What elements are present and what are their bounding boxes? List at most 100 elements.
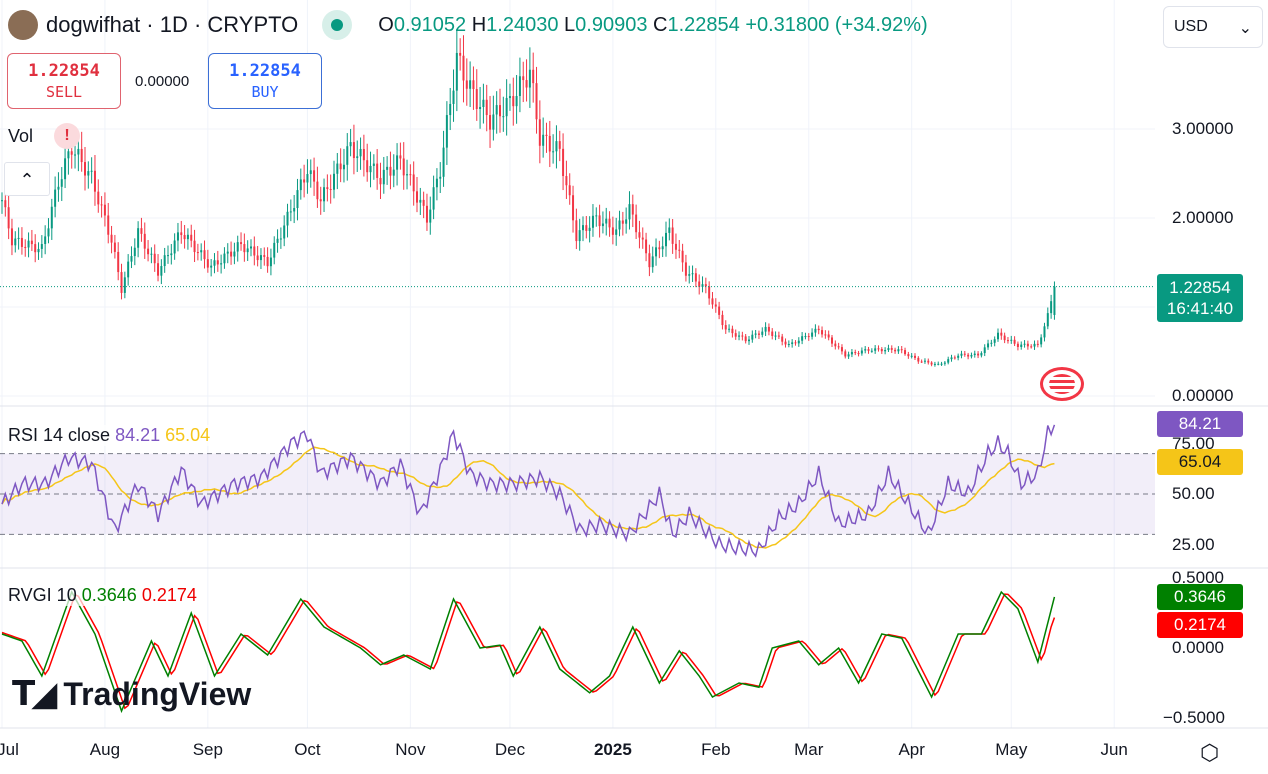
buy-button[interactable]: 1.22854 BUY [208, 53, 322, 109]
candle-body [977, 353, 980, 356]
candle-body [170, 253, 173, 256]
candle-body [724, 325, 727, 330]
candle-body [608, 218, 611, 228]
candle-body [399, 155, 402, 159]
candle-body [236, 242, 239, 252]
candle-body [990, 342, 993, 344]
candle-body [628, 204, 631, 220]
spread-value: 0.00000 [135, 73, 190, 90]
candle-body [419, 199, 422, 203]
candle-body [757, 333, 760, 335]
candle-body [489, 115, 492, 130]
candle-body [887, 348, 890, 351]
candle-body [864, 349, 867, 351]
price-tick: 2.00000 [1172, 208, 1234, 227]
candle-body [545, 134, 548, 136]
candle-body [143, 233, 146, 249]
candle-body [831, 337, 833, 344]
candle-body [336, 163, 339, 174]
candle-body [738, 335, 741, 337]
candle-body [435, 178, 438, 188]
candle-body [867, 349, 870, 351]
candle-body [30, 240, 33, 245]
candle-body [784, 341, 787, 345]
candle-body [980, 353, 983, 356]
candle-body [601, 223, 604, 227]
candle-body [734, 333, 737, 337]
price-tick: 3.00000 [1172, 119, 1234, 138]
candle-body [24, 246, 27, 248]
market-status-icon[interactable] [322, 10, 353, 40]
rsi-line [1, 424, 1056, 558]
candle-body [429, 209, 432, 223]
candle-body [694, 273, 697, 282]
candle-body [943, 362, 946, 364]
candle-body [289, 211, 292, 213]
candle-body [113, 242, 116, 252]
candle-body [811, 332, 814, 337]
candle-body [721, 314, 724, 326]
candle-body [329, 189, 332, 191]
symbol-title[interactable]: dogwifhat · 1D · CRYPTO [46, 12, 299, 37]
sell-button[interactable]: 1.22854 SELL [7, 53, 121, 109]
settings-icon[interactable]: ⬡ [1200, 740, 1220, 765]
candle-body [532, 69, 535, 84]
candle-body [641, 237, 644, 240]
candle-body [372, 163, 375, 166]
rsi-ma-tag: 65.04 [1157, 449, 1243, 475]
candle-body [432, 187, 435, 210]
candle-body [648, 253, 651, 268]
warning-icon[interactable]: ! [54, 123, 80, 149]
collapse-button[interactable]: ⌃ [4, 162, 50, 196]
us-flag-event-icon[interactable] [1040, 367, 1084, 401]
candle-body [406, 174, 409, 176]
candle-body [10, 228, 13, 246]
candle-body [283, 225, 286, 239]
candle-body [850, 352, 853, 355]
candle-body [953, 357, 956, 359]
candle-body [190, 234, 193, 241]
candle-body [960, 353, 963, 356]
candle-body [914, 355, 916, 358]
candle-body [684, 262, 687, 276]
candle-body [210, 265, 213, 268]
candle-body [625, 219, 628, 224]
candle-body [585, 225, 588, 231]
time-axis-tick: Feb [701, 740, 731, 759]
candle-body [200, 250, 203, 253]
candle-body [153, 253, 156, 264]
candle-body [133, 247, 136, 257]
candle-body [4, 200, 7, 208]
candle-body [691, 273, 694, 275]
candle-body [1023, 343, 1026, 345]
candle-body [445, 115, 448, 148]
candle-body [854, 352, 857, 354]
candle-body [479, 106, 482, 110]
candle-body [940, 363, 943, 365]
candle-body [787, 344, 790, 346]
candle-body [993, 339, 996, 343]
rsi-tick: 75.00 [1172, 434, 1215, 453]
candle-body [412, 174, 415, 192]
candle-body [933, 363, 936, 365]
candle-body [379, 177, 382, 185]
currency-select[interactable]: USD ⌄ [1163, 6, 1263, 48]
candle-body [256, 255, 259, 261]
candle-body [714, 304, 717, 307]
candle-body [671, 227, 674, 244]
candle-body [339, 163, 342, 170]
candle-body [342, 164, 345, 170]
candle-body [827, 334, 830, 338]
rvgi-legend[interactable]: RVGI 10 0.3646 0.2174 [8, 585, 197, 606]
candle-body [701, 284, 704, 287]
rsi-legend[interactable]: RSI 14 close 84.21 65.04 [8, 425, 211, 446]
rvgi-tick: 0.0000 [1172, 638, 1224, 657]
candle-body [884, 350, 887, 352]
candle-body [389, 166, 392, 176]
candle-body [917, 357, 920, 362]
volume-label[interactable]: Vol [8, 126, 34, 147]
candle-body [804, 336, 807, 338]
candle-body [781, 336, 784, 342]
candle-body [907, 354, 910, 357]
